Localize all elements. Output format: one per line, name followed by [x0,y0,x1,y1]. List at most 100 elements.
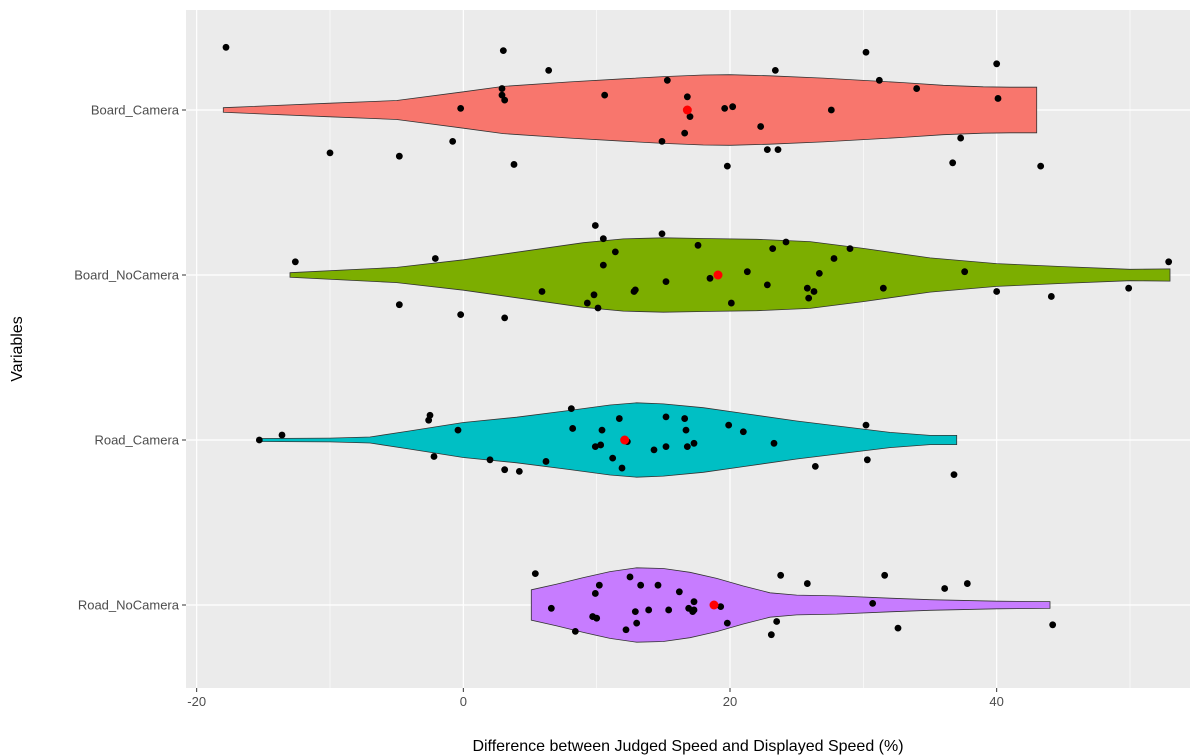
data-point [431,255,439,262]
data-point [1037,162,1045,170]
data-point [291,258,299,266]
data-point [591,590,599,597]
data-point [567,405,575,413]
data-point [682,426,690,434]
data-point [658,230,666,238]
data-point [662,443,670,450]
mean-markers [620,105,723,610]
data-point [763,146,771,154]
data-point [499,47,507,54]
data-point [773,618,781,625]
data-point [501,466,509,474]
x-axis-title: Difference between Judged Speed and Disp… [472,738,903,755]
x-tick-label: 0 [460,694,467,709]
data-point [569,425,577,432]
data-point [662,278,670,285]
mean-point [713,270,723,280]
data-point [805,294,813,302]
data-point [222,43,230,51]
data-point [571,628,579,635]
data-point [830,255,838,262]
data-point [770,439,778,447]
data-point [862,421,870,429]
data-point [950,471,958,479]
y-axis: Board_Camera Board_NoCamera Road_Camera Roa… [74,103,186,613]
data-point [913,85,921,92]
data-point [683,93,691,101]
data-point [457,311,465,318]
data-point [1049,621,1057,629]
violin-road-camera [258,402,958,478]
data-point [591,222,599,229]
data-point [782,238,790,246]
data-point [941,585,949,592]
data-point [395,301,403,309]
data-point [1047,293,1055,300]
data-point [694,241,702,249]
data-point [686,113,694,120]
data-point [501,314,509,322]
data-point [723,619,731,627]
x-tick-label: -20 [187,694,206,709]
mean-point [682,105,692,115]
data-point [645,606,653,614]
data-point [486,456,494,464]
data-point [547,604,555,612]
data-point [949,159,957,167]
data-point [803,580,811,587]
data-point [803,284,811,292]
data-point [654,581,662,589]
data-point [963,580,971,587]
data-point [457,104,465,112]
data-point [1125,284,1133,292]
data-point [690,439,698,447]
data-point [597,441,605,449]
data-point [501,96,509,104]
x-axis: -20 0 20 40 [187,688,1004,709]
data-point [743,268,751,276]
data-point [690,598,698,606]
data-point [739,428,747,436]
data-point [869,599,877,607]
data-point [767,631,775,639]
data-point [454,426,462,434]
data-point [510,161,518,168]
mean-point [620,435,630,445]
data-point [665,606,673,614]
data-point [815,269,823,277]
data-point [430,453,438,460]
data-point [993,60,1001,68]
data-point [622,626,630,634]
y-tick-label: Road_Camera [94,433,179,448]
data-point [846,245,854,253]
y-axis-title: Variables [9,316,26,382]
data-point [590,291,598,299]
data-point [663,76,671,84]
data-point [827,106,835,114]
data-point [609,454,617,462]
data-point [515,467,523,475]
data-point [626,573,634,581]
data-point [769,245,777,253]
data-point [255,436,263,444]
data-point [618,464,626,472]
data-point [601,91,609,99]
data-point [763,281,771,289]
data-point [633,619,641,627]
data-point [631,286,639,294]
data-point [426,411,434,419]
data-point [675,588,683,596]
data-point [717,603,725,611]
violin-board-camera [222,74,1038,146]
data-point [727,299,735,307]
data-point [725,421,733,429]
mean-point [709,600,719,610]
data-point [777,571,785,579]
data-points [222,43,1173,639]
data-point [961,268,969,276]
data-point [531,570,539,578]
data-point [637,581,645,589]
data-point [598,426,606,434]
data-point [611,248,619,256]
